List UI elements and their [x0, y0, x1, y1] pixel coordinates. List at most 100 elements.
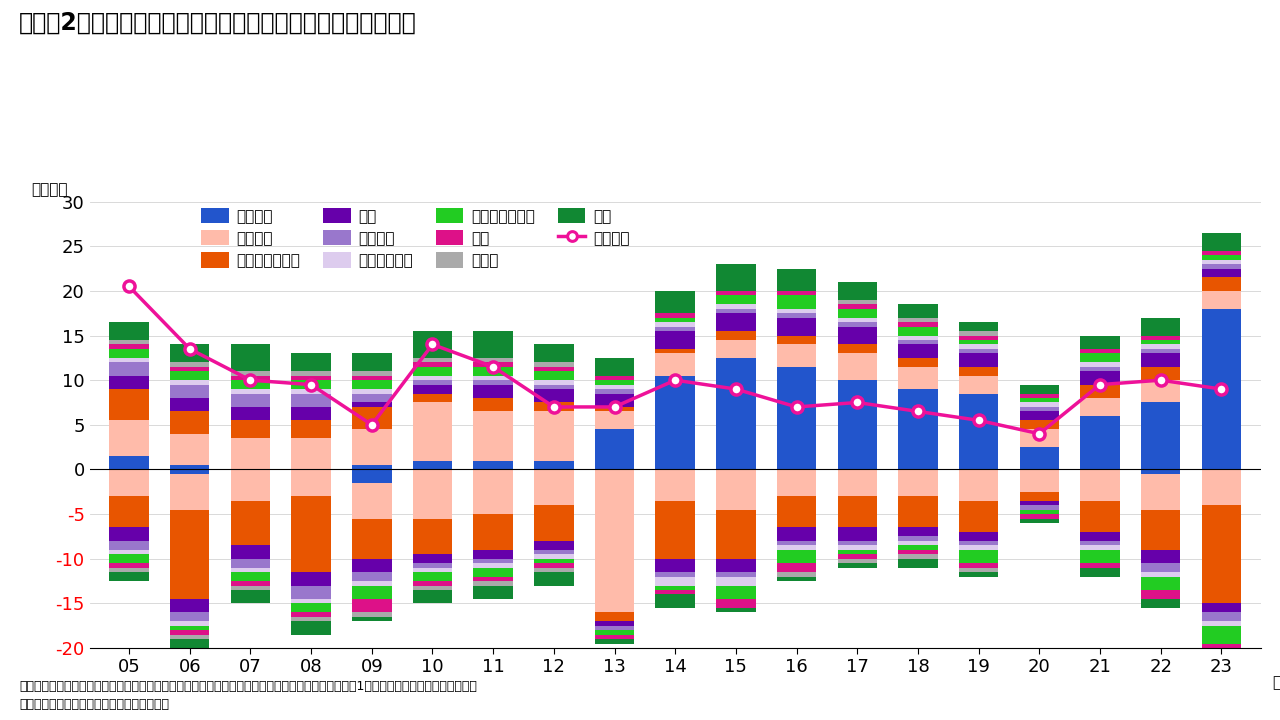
Bar — [717, 295, 755, 305]
Bar — [534, 550, 573, 554]
Text: （出所）日本銀行資料よりインベスコが作成: （出所）日本銀行資料よりインベスコが作成 — [19, 698, 169, 711]
Bar — [412, 567, 452, 572]
Bar — [959, 394, 998, 469]
Bar — [474, 567, 513, 577]
Bar — [292, 394, 330, 407]
Bar — [412, 366, 452, 376]
Bar — [1080, 541, 1120, 545]
Bar — [837, 559, 877, 563]
Bar — [170, 366, 210, 372]
Bar — [352, 559, 392, 572]
Bar — [777, 469, 817, 496]
Bar — [655, 585, 695, 590]
Bar — [474, 514, 513, 550]
Bar — [595, 389, 634, 394]
Bar — [717, 264, 755, 291]
Bar — [474, 380, 513, 384]
Bar — [474, 376, 513, 380]
Bar — [412, 518, 452, 554]
Bar — [717, 585, 755, 599]
Bar — [412, 380, 452, 384]
Bar — [837, 282, 877, 300]
Bar — [777, 545, 817, 550]
Bar — [292, 376, 330, 380]
Bar — [352, 465, 392, 469]
Bar — [595, 394, 634, 407]
Bar — [1202, 603, 1242, 612]
Bar — [412, 384, 452, 394]
Bar — [109, 563, 148, 567]
Bar — [777, 577, 817, 581]
Bar — [959, 567, 998, 572]
Bar — [352, 429, 392, 465]
Bar — [109, 358, 148, 362]
Bar — [534, 372, 573, 380]
Bar — [230, 376, 270, 380]
Bar — [899, 554, 938, 559]
Bar — [1202, 657, 1242, 662]
Bar — [534, 402, 573, 411]
Bar — [534, 563, 573, 567]
Bar — [109, 376, 148, 389]
Bar — [292, 496, 330, 572]
Bar — [717, 559, 755, 572]
Bar — [1080, 336, 1120, 349]
Bar — [1140, 599, 1180, 608]
Bar — [170, 639, 210, 648]
Bar — [109, 572, 148, 581]
Bar — [109, 528, 148, 541]
Bar — [959, 349, 998, 354]
Bar — [837, 344, 877, 354]
Bar — [474, 559, 513, 563]
Bar — [1080, 500, 1120, 532]
Bar — [837, 354, 877, 380]
Bar — [170, 465, 210, 469]
Bar — [1140, 344, 1180, 349]
Bar — [777, 291, 817, 295]
Bar — [595, 639, 634, 644]
Bar — [170, 398, 210, 411]
Bar — [1080, 366, 1120, 372]
Bar — [170, 630, 210, 634]
Bar — [595, 407, 634, 411]
Bar — [899, 469, 938, 496]
Bar — [717, 309, 755, 313]
Bar — [292, 612, 330, 617]
Bar — [959, 340, 998, 344]
Bar — [170, 626, 210, 630]
Bar — [109, 554, 148, 563]
Bar — [352, 585, 392, 599]
Bar — [1140, 577, 1180, 590]
Bar — [1080, 398, 1120, 416]
Bar — [595, 376, 634, 380]
Bar — [170, 433, 210, 465]
Bar — [230, 559, 270, 567]
Bar — [1140, 469, 1180, 474]
Bar — [899, 559, 938, 567]
Bar — [412, 376, 452, 380]
Bar — [109, 420, 148, 456]
Bar — [1080, 384, 1120, 398]
Bar — [655, 354, 695, 376]
Bar — [534, 384, 573, 389]
Bar — [1140, 380, 1180, 402]
Bar — [1202, 626, 1242, 644]
Bar — [959, 572, 998, 577]
Bar — [170, 510, 210, 599]
Bar — [474, 384, 513, 398]
Bar — [595, 358, 634, 376]
Bar — [655, 349, 695, 354]
Bar — [1202, 291, 1242, 309]
Bar — [109, 389, 148, 420]
Bar — [1020, 518, 1059, 523]
Bar — [837, 541, 877, 545]
Bar — [1140, 572, 1180, 577]
Bar — [230, 581, 270, 585]
Bar — [292, 407, 330, 420]
Bar — [412, 469, 452, 518]
Bar — [352, 380, 392, 389]
Bar — [534, 554, 573, 559]
Bar — [534, 469, 573, 505]
Bar — [230, 380, 270, 389]
Bar — [170, 469, 210, 474]
